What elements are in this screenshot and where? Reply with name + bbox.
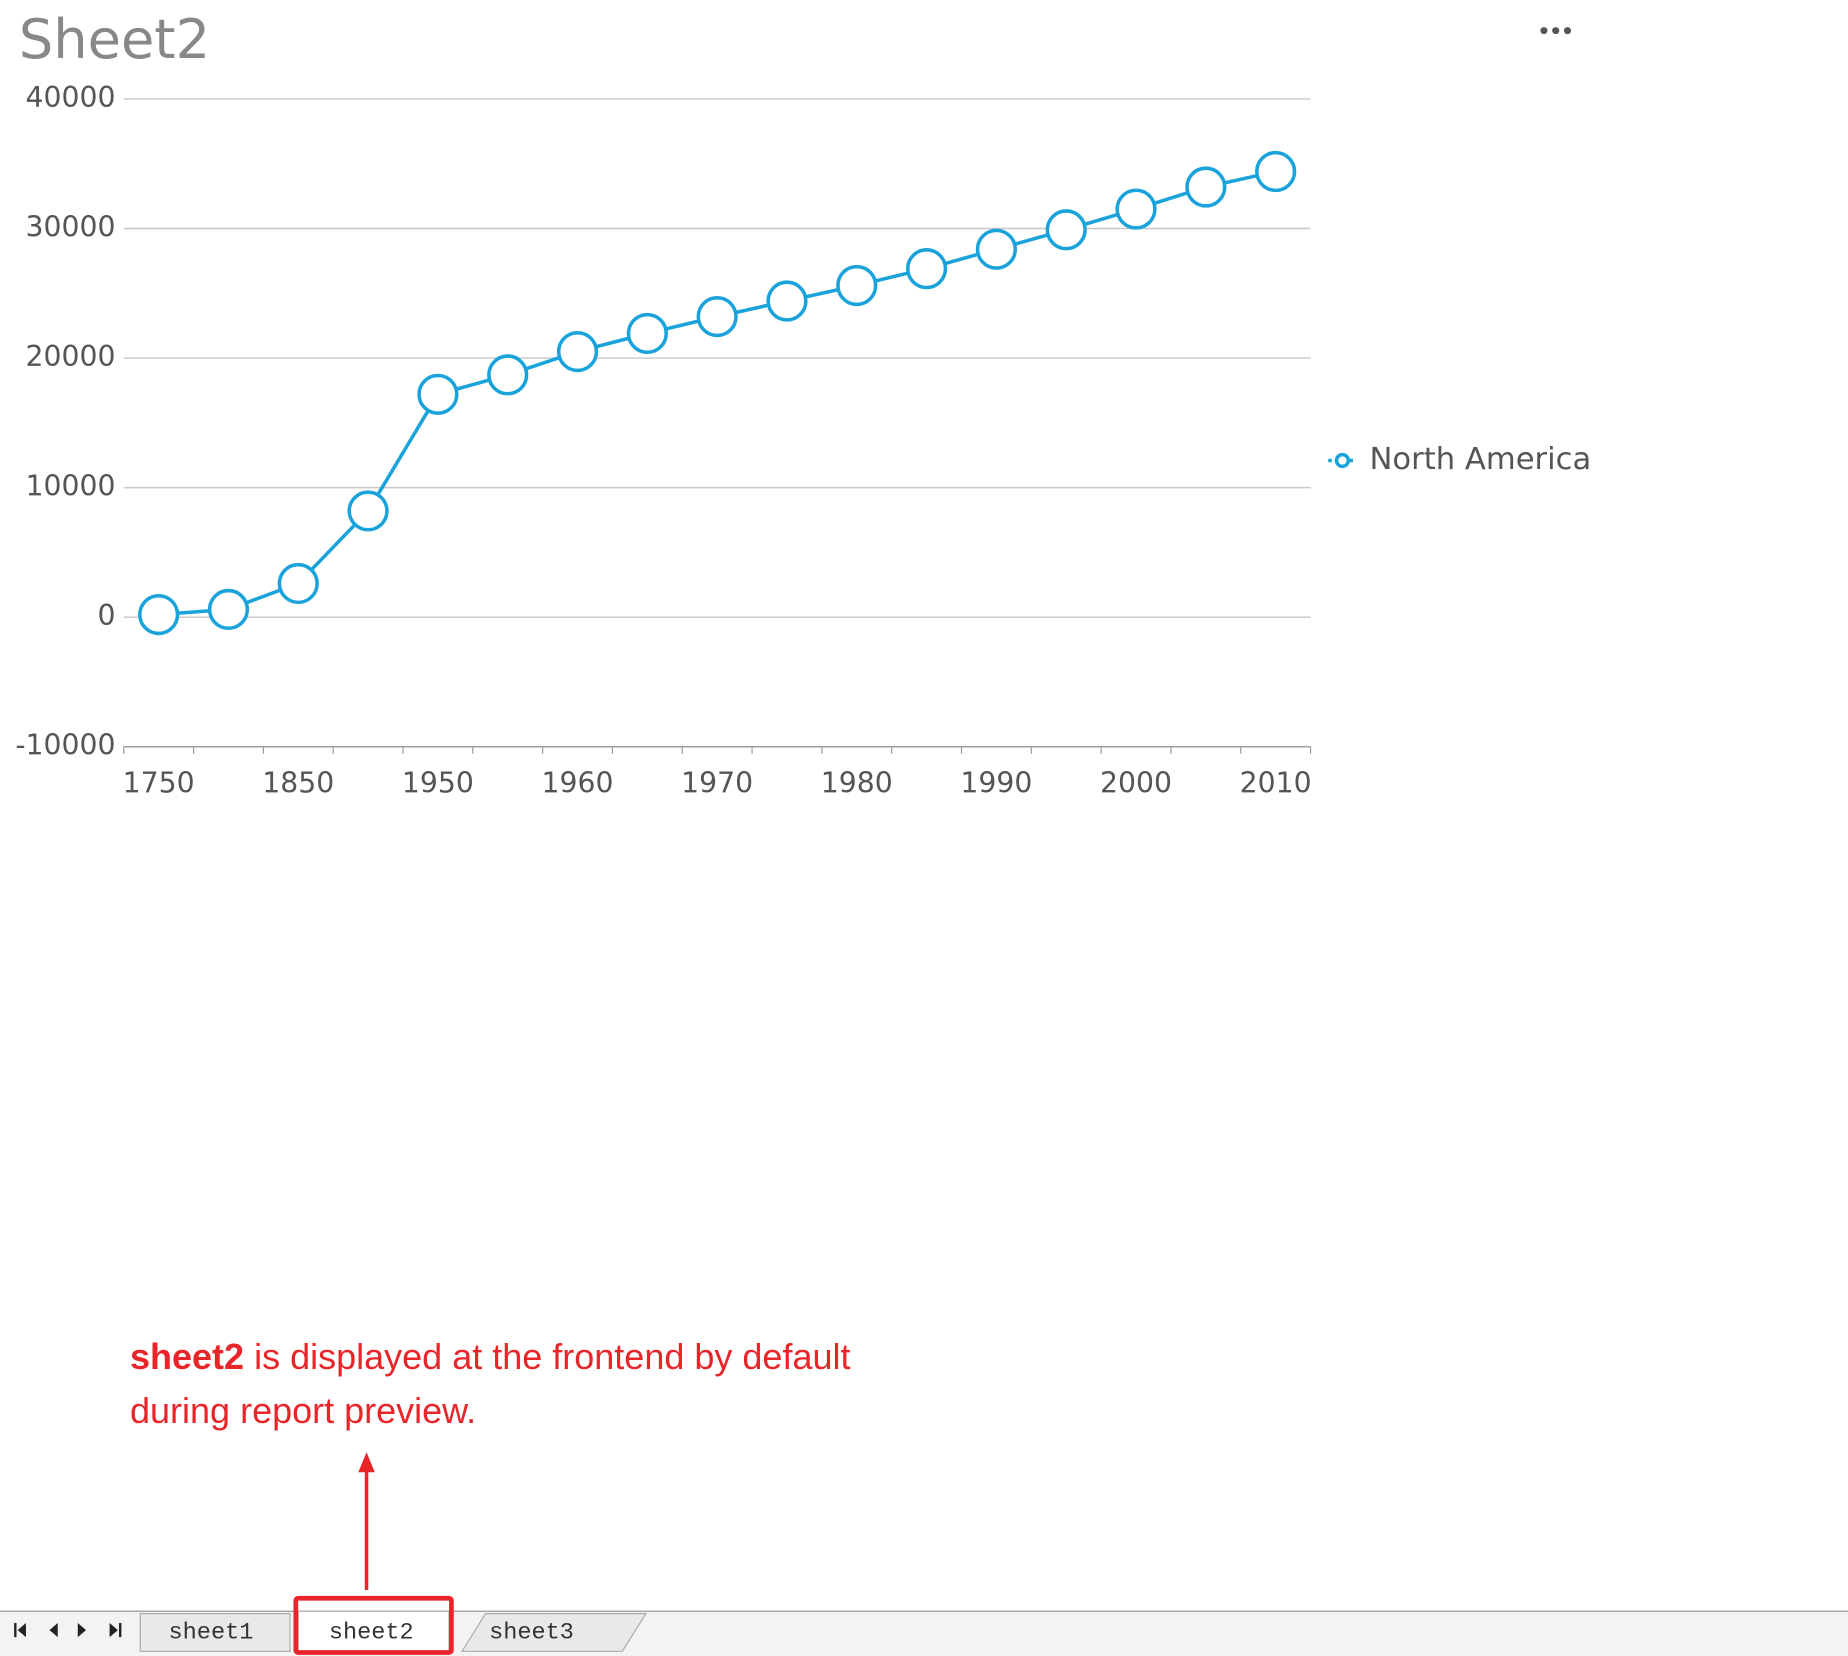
data-point [487, 354, 529, 396]
x-tick-label: 1950 [402, 766, 474, 799]
x-tick-label: 1750 [123, 766, 195, 799]
data-point [626, 312, 668, 355]
data-point [696, 295, 738, 338]
nav-buttons[interactable] [14, 1623, 122, 1638]
data-point [1115, 188, 1157, 230]
tab-label[interactable]: sheet1 [169, 1620, 254, 1647]
data-point [556, 330, 599, 373]
data-point [975, 228, 1018, 270]
arrow [358, 1452, 375, 1591]
tab-active[interactable] [297, 1610, 450, 1652]
chart-title: Sheet2 [19, 8, 210, 71]
y-tick-label: 20000 [26, 340, 116, 373]
x-tick-label: 2000 [1100, 766, 1172, 799]
highlight-box [293, 1595, 454, 1655]
x-tick-label: 1990 [960, 766, 1032, 799]
y-tick-label: 40000 [26, 81, 116, 114]
data-point [277, 562, 319, 605]
series-line [158, 169, 1277, 617]
annotation: sheet2 is displayed at the frontend by d… [130, 1330, 930, 1438]
x-tick-label: 1850 [262, 766, 334, 799]
y-tick-label: -10000 [15, 729, 115, 762]
x-tick-label: 2010 [1240, 766, 1312, 799]
x-tick-label: 1970 [681, 766, 753, 799]
data-point [417, 373, 459, 415]
tab-bar: sheet1 sheet2 sheet3 [0, 1595, 1848, 1656]
data-point [347, 490, 389, 532]
data-point [1255, 150, 1297, 193]
more-menu[interactable] [1540, 27, 1572, 35]
tab-label[interactable]: sheet3 [489, 1620, 574, 1647]
data-point [766, 280, 808, 322]
y-tick-label: 30000 [26, 211, 116, 244]
y-tick-label: 10000 [26, 470, 116, 503]
data-point [138, 593, 180, 636]
data-point [1045, 209, 1087, 251]
data-point [836, 264, 878, 307]
x-tick-label: 1980 [821, 766, 893, 799]
annotation-bold: sheet2 [130, 1336, 245, 1377]
plot: -10000 0 10000 20000 30000 40000 1750 1850 1950 1… [15, 81, 1311, 799]
data-point [207, 588, 250, 631]
y-tick-label: 0 [98, 599, 116, 632]
annotation-text: is displayed at the frontend by default … [130, 1336, 851, 1431]
tab[interactable] [460, 1613, 647, 1652]
data-point [905, 248, 948, 290]
data-point [1185, 166, 1227, 208]
tab[interactable] [139, 1613, 291, 1652]
legend-marker [1334, 452, 1351, 469]
x-tick-label: 1960 [542, 766, 614, 799]
legend: North America [1328, 442, 1591, 477]
legend-label: North America [1370, 442, 1592, 477]
tab-label[interactable]: sheet2 [329, 1620, 414, 1647]
